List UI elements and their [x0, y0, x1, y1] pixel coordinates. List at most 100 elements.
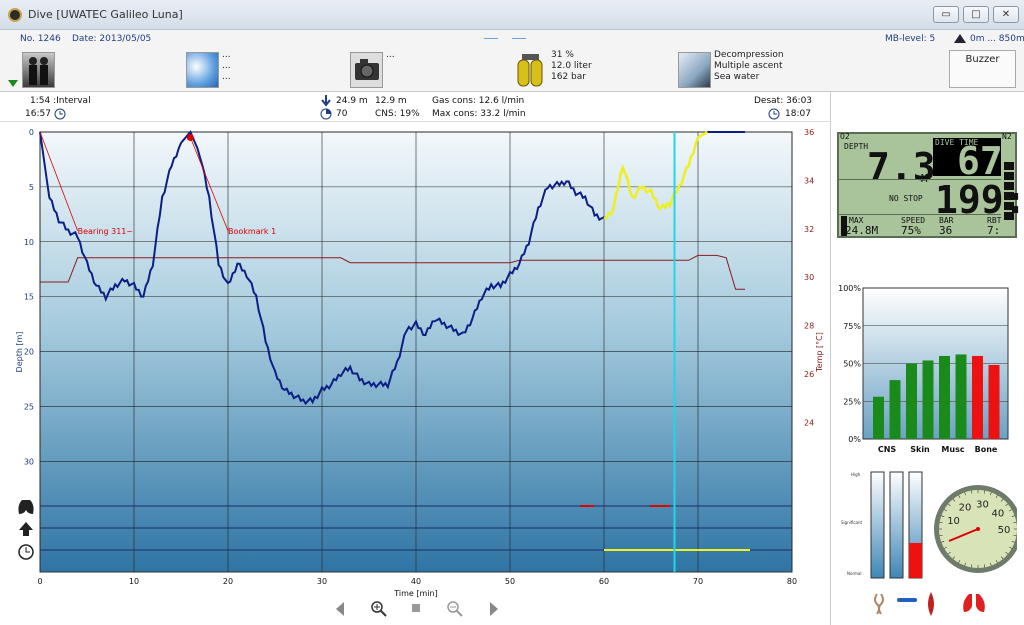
gauge-tick: [941, 541, 945, 543]
workload-bar-frame: [889, 471, 904, 579]
gauge-tick: [939, 521, 943, 524]
max-value: 24.8M: [845, 224, 879, 237]
y2-tick-label: 26: [804, 370, 814, 379]
y2-tick-label: 34: [804, 176, 814, 185]
speed-label: SPEED: [901, 216, 926, 225]
zoom-out-icon[interactable]: [447, 601, 463, 617]
y2-ticks: 24 26 28 30 32 34 36: [804, 128, 814, 427]
annotation-label: Bearing 311~: [78, 227, 134, 236]
gauge-tick: [941, 515, 945, 517]
gauge-tick: [944, 509, 947, 512]
weather-lines: ... ... ...: [222, 50, 231, 82]
x-tick-label: 0: [37, 577, 42, 586]
tab-dash: [512, 38, 526, 39]
gauge-tick: [1009, 546, 1012, 549]
tissue-bar: [873, 396, 884, 439]
x-ticks: 0 10 20 30 40 50 60 70 80: [37, 577, 797, 586]
gauge-tick: [1005, 551, 1009, 555]
workload-bar-frame: [870, 471, 885, 579]
rbt-label: RBT: [987, 216, 1002, 225]
max-consumption: Max cons: 33.2 l/min: [432, 109, 526, 119]
altitude-range: 0m ... 850m: [970, 34, 1024, 44]
gauge-tick-label: 40: [992, 508, 1005, 519]
stop-icon[interactable]: [412, 604, 420, 612]
o2-label: O2: [840, 132, 850, 141]
buzzer-button[interactable]: Buzzer: [949, 50, 1016, 88]
x-tick-label: 70: [693, 577, 703, 586]
y-tick-label: 20: [24, 348, 34, 357]
dive-profile-icon[interactable]: [678, 52, 711, 88]
dive-profile-svg[interactable]: 0 10 20 30 40 50 60 70 80 0 5 10 15 20 25 30 24 26 28 30 3…: [0, 122, 830, 625]
interval-text: 1:54 :Interval: [30, 96, 91, 106]
gauge-tick-label: 30: [976, 499, 989, 510]
gauge-tick: [1013, 521, 1017, 524]
nav-next-icon[interactable]: [490, 602, 498, 616]
y-tick-label: 5: [29, 183, 34, 192]
y2-tick-label: 30: [804, 273, 814, 282]
tissue-bar: [939, 355, 950, 439]
bar-value: 36: [939, 224, 953, 237]
tissue-tick-label: 25%: [843, 397, 861, 406]
gauge-tick: [958, 495, 961, 498]
tissue-grid: 100% 75% 50% 25% 0%: [838, 284, 1008, 444]
zoom-in-icon[interactable]: [371, 601, 387, 617]
diver-photo-icon[interactable]: [22, 52, 55, 88]
tissue-bar: [972, 355, 983, 439]
y-tick-label: 10: [24, 238, 34, 247]
gauge-tick: [952, 498, 956, 502]
close-button[interactable]: ✕: [993, 6, 1019, 23]
cns-value: CNS: 19%: [375, 109, 420, 119]
y-axis-label: Depth [m]: [15, 332, 24, 373]
tissue-labels: CNS Skin Musc Bone: [878, 445, 998, 454]
y2-tick-label: 28: [804, 322, 814, 331]
annotation-leader: [190, 137, 229, 231]
gauge-tick: [983, 490, 986, 494]
tissue-tick-label: 75%: [843, 322, 861, 331]
lcd-display: O2 N2 DEPTH 7.3 M DIVE TIME 67 NO STOP 1…: [837, 132, 1024, 238]
tissue-label: Skin: [910, 445, 930, 454]
maximize-button[interactable]: □: [963, 6, 989, 23]
clock-icon: [54, 108, 66, 120]
tissue-bars: [873, 354, 1000, 439]
dive-time-value: 67: [957, 139, 1003, 183]
window-titlebar: Dive [UWATEC Galileo Luna] ▭ □ ✕: [0, 0, 1024, 30]
y2-tick-label: 24: [804, 418, 814, 427]
tissue-label: CNS: [878, 445, 897, 454]
tank-icon[interactable]: [514, 52, 547, 88]
tissue-bar: [906, 363, 917, 439]
max-depth: 24.9 m: [336, 96, 368, 106]
tab-dash: [484, 38, 498, 39]
max-label: MAX: [849, 216, 864, 225]
start-time: 16:57: [25, 109, 51, 119]
lungs-icon: [963, 594, 985, 612]
dive-profile-chart[interactable]: 0 10 20 30 40 50 60 70 80 0 5 10 15 20 25 30 24 26 28 30 3…: [0, 122, 830, 625]
camera-icon[interactable]: [350, 52, 383, 88]
y2-tick-label: 32: [804, 225, 814, 234]
minimize-button[interactable]: ▭: [933, 6, 959, 23]
gauge-tick: [964, 492, 966, 496]
bookmark-dot[interactable]: [186, 133, 194, 141]
profile-lines: Decompression Multiple ascent Sea water: [714, 50, 784, 82]
y2-tick-label: 36: [804, 128, 814, 137]
lungs-icon: [18, 500, 34, 514]
gauge-tick: [947, 503, 951, 507]
speed-value: 75%: [901, 224, 921, 237]
gauge-tick: [1005, 503, 1009, 507]
weather-icon[interactable]: [186, 52, 219, 88]
clock-icon: [18, 544, 34, 560]
gauge-tick: [1000, 498, 1004, 502]
y-tick-label: 25: [24, 402, 34, 411]
x-tick-label: 10: [129, 577, 139, 586]
ascent-icon: [19, 522, 33, 536]
deco-segment-line: [603, 130, 709, 221]
n2-label: N2: [1002, 132, 1012, 141]
expand-triangle-icon[interactable]: [8, 80, 18, 87]
workload-bar-fill: [909, 543, 922, 578]
tissue-bar: [988, 365, 1000, 439]
dive-header: No. 1246 Date: 2013/05/05 MB-level: 5 0m…: [0, 30, 1024, 92]
dive-date: Date: 2013/05/05: [72, 34, 152, 44]
x-axis-label: Time [min]: [393, 589, 437, 598]
nav-prev-icon[interactable]: [336, 602, 344, 616]
y-tick-label: 0: [29, 128, 34, 137]
camera-lines: ...: [386, 50, 395, 60]
